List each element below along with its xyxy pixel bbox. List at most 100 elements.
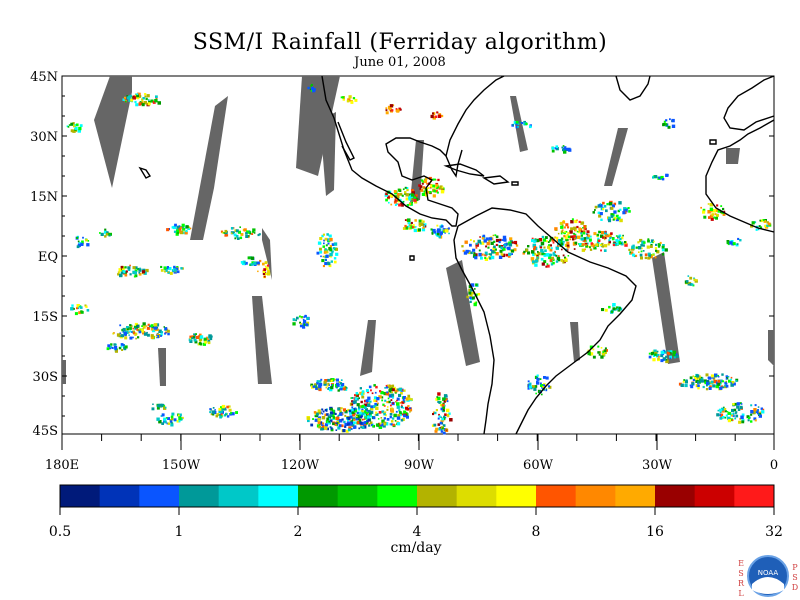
- coastline-canary: [709, 139, 717, 145]
- rain-pixel: [616, 308, 619, 311]
- rain-pixel: [392, 402, 394, 405]
- colorbar-swatch: [575, 485, 616, 507]
- rain-pixel: [586, 242, 589, 245]
- rain-pixel: [332, 416, 336, 419]
- rain-pixel: [585, 236, 589, 240]
- rain-pixel: [432, 413, 435, 416]
- rain-pixel: [361, 422, 365, 426]
- rain-pixel: [413, 226, 416, 229]
- rain-pixel: [253, 262, 257, 266]
- rain-pixel: [344, 414, 347, 417]
- rain-pixel: [385, 107, 388, 110]
- rain-pixel: [389, 416, 392, 419]
- rain-pixel: [164, 327, 168, 331]
- rain-pixel: [335, 252, 339, 256]
- rain-pixel: [540, 257, 544, 261]
- rain-pixel: [642, 250, 645, 252]
- rain-pixel: [347, 418, 350, 422]
- rain-pixel: [449, 418, 453, 422]
- rain-pixel: [383, 423, 386, 426]
- rain-pixel: [536, 381, 540, 385]
- rain-pixel: [693, 278, 696, 282]
- colorbar-swatch: [417, 485, 458, 507]
- rain-pixel: [316, 380, 319, 383]
- rain-pixel: [246, 230, 250, 234]
- rain-pixel: [551, 238, 555, 242]
- rain-pixel: [170, 423, 174, 427]
- rain-pixel: [359, 421, 363, 425]
- rain-pixel: [400, 202, 403, 205]
- rain-pixel: [754, 419, 757, 422]
- rain-pixel: [691, 283, 694, 286]
- rain-pixel: [508, 243, 513, 247]
- rain-pixel: [752, 410, 756, 415]
- rain-pixel: [354, 394, 357, 397]
- rain-pixel: [481, 253, 484, 256]
- rain-pixel: [602, 236, 605, 239]
- rain-pixel: [719, 414, 721, 416]
- rain-pixel: [640, 256, 643, 260]
- rain-pixel: [562, 261, 565, 264]
- rain-pixel: [687, 275, 690, 277]
- rain-pixel: [155, 97, 158, 100]
- rain-pixel: [682, 380, 685, 383]
- rain-pixel: [156, 328, 159, 331]
- swath-gap: [262, 228, 272, 280]
- rain-pixel: [727, 375, 730, 378]
- rain-pixel: [533, 240, 536, 244]
- rain-pixel: [617, 209, 620, 213]
- rain-pixel: [413, 196, 417, 200]
- rain-pixel: [86, 243, 90, 247]
- rain-pixel: [365, 409, 368, 412]
- rain-pixel: [192, 336, 195, 339]
- rain-pixel: [343, 420, 346, 424]
- rain-pixel: [604, 230, 607, 233]
- rain-pixel: [657, 245, 661, 248]
- rain-pixel: [438, 235, 441, 239]
- rain-pixel: [567, 255, 570, 257]
- rain-pixel: [400, 414, 402, 417]
- rain-pixel: [447, 227, 450, 230]
- rain-pixel: [123, 332, 127, 336]
- rain-pixel: [403, 389, 406, 392]
- rain-pixel: [70, 129, 74, 133]
- rain-pixel: [492, 246, 496, 250]
- rain-pixel: [221, 404, 226, 409]
- rain-pixel: [168, 267, 172, 271]
- rain-pixel: [654, 256, 657, 259]
- rain-pixel: [320, 255, 322, 258]
- rain-pixel: [165, 417, 168, 419]
- rain-pixel: [342, 96, 345, 99]
- rain-pixel: [751, 221, 755, 225]
- rain-pixel: [138, 102, 142, 105]
- rain-pixel: [384, 422, 389, 426]
- rain-pixel: [390, 399, 393, 401]
- rain-pixel: [629, 252, 632, 255]
- rain-pixel: [715, 209, 718, 212]
- rain-pixel: [396, 203, 398, 205]
- rain-pixel: [331, 413, 335, 417]
- rain-pixel: [483, 239, 487, 243]
- rain-pixel: [691, 382, 695, 386]
- rain-pixel: [74, 124, 77, 126]
- swath-gap: [190, 96, 228, 240]
- rain-pixel: [333, 412, 336, 415]
- rain-pixel: [731, 381, 735, 384]
- rain-pixel: [710, 380, 714, 384]
- rain-pixel: [87, 240, 90, 242]
- rain-pixel: [404, 186, 407, 189]
- rain-pixel: [122, 330, 125, 333]
- rain-pixel: [575, 229, 577, 232]
- rain-pixel: [469, 300, 472, 303]
- rain-pixel: [647, 239, 650, 243]
- rain-pixel: [373, 384, 376, 387]
- rain-pixel: [432, 411, 435, 414]
- rain-pixel: [522, 252, 525, 255]
- rain-pixel: [597, 237, 600, 240]
- rain-pixel: [658, 176, 661, 179]
- rain-pixel: [354, 397, 358, 401]
- rain-pixel: [663, 120, 666, 123]
- rain-pixel: [438, 392, 441, 396]
- rain-pixel: [176, 229, 180, 233]
- noaa-bird-icon: [752, 577, 784, 594]
